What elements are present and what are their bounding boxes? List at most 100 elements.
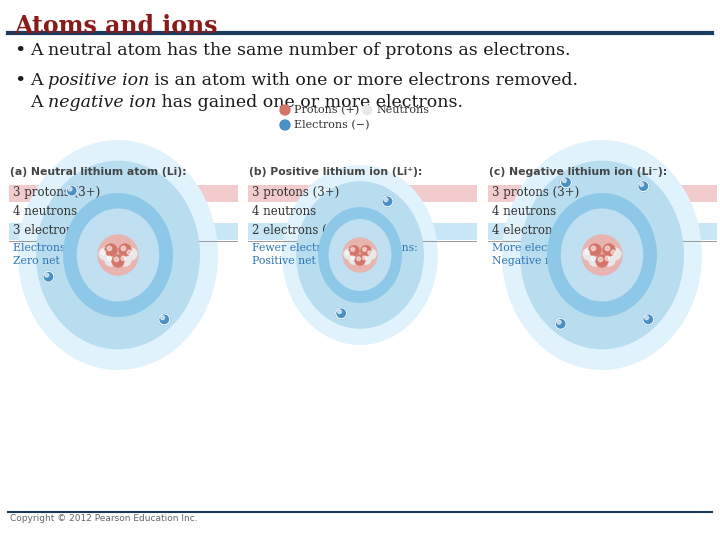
FancyBboxPatch shape	[9, 185, 238, 202]
Text: Atoms and ions: Atoms and ions	[14, 14, 217, 38]
Circle shape	[560, 177, 572, 188]
Circle shape	[121, 256, 126, 261]
Ellipse shape	[77, 208, 159, 301]
Text: 2 electrons (2−): 2 electrons (2−)	[252, 224, 348, 237]
Text: Copyright © 2012 Pearson Education Inc.: Copyright © 2012 Pearson Education Inc.	[10, 514, 197, 523]
Text: Fewer electrons than protons:: Fewer electrons than protons:	[252, 243, 418, 253]
Circle shape	[351, 247, 354, 251]
Circle shape	[598, 257, 603, 262]
Text: 4 electrons (4−): 4 electrons (4−)	[492, 224, 589, 237]
Ellipse shape	[36, 161, 200, 349]
Text: (a) Neutral lithium atom (Li):: (a) Neutral lithium atom (Li):	[10, 167, 186, 177]
Circle shape	[121, 246, 126, 251]
Ellipse shape	[328, 219, 392, 291]
Circle shape	[562, 179, 566, 183]
Circle shape	[366, 249, 377, 260]
Ellipse shape	[502, 140, 702, 370]
Ellipse shape	[318, 207, 402, 303]
Circle shape	[280, 105, 290, 115]
Circle shape	[336, 308, 347, 319]
Circle shape	[107, 256, 112, 261]
Text: Negative net charge: Negative net charge	[492, 256, 604, 266]
Circle shape	[107, 246, 112, 251]
Circle shape	[585, 250, 590, 255]
Ellipse shape	[561, 208, 643, 301]
FancyBboxPatch shape	[488, 223, 717, 240]
Circle shape	[557, 320, 561, 324]
Circle shape	[608, 248, 621, 260]
Text: 3 electrons (3−): 3 electrons (3−)	[13, 224, 110, 237]
Circle shape	[555, 318, 566, 329]
Text: 3 protons (3+): 3 protons (3+)	[492, 186, 580, 199]
Circle shape	[595, 254, 608, 267]
Circle shape	[127, 250, 132, 255]
Circle shape	[582, 235, 622, 275]
Text: (b) Positive lithium ion (Li⁺):: (b) Positive lithium ion (Li⁺):	[249, 167, 423, 177]
Circle shape	[363, 256, 366, 260]
Circle shape	[363, 247, 366, 251]
Text: •: •	[14, 42, 25, 60]
Circle shape	[346, 251, 349, 255]
Circle shape	[605, 256, 610, 261]
Circle shape	[343, 249, 354, 260]
Text: More electrons than protons:: More electrons than protons:	[492, 243, 653, 253]
Circle shape	[101, 250, 106, 255]
Text: Protons (+): Protons (+)	[294, 105, 359, 115]
Circle shape	[354, 255, 366, 266]
Circle shape	[159, 314, 170, 325]
Text: 4 neutrons: 4 neutrons	[492, 205, 556, 218]
Circle shape	[348, 245, 359, 256]
Text: positive ion: positive ion	[48, 72, 149, 89]
Ellipse shape	[282, 165, 438, 345]
FancyBboxPatch shape	[248, 185, 477, 202]
Circle shape	[125, 248, 138, 260]
Circle shape	[338, 309, 341, 314]
Text: Electrons (−): Electrons (−)	[294, 120, 369, 130]
Text: has gained one or more electrons.: has gained one or more electrons.	[156, 94, 464, 111]
Ellipse shape	[547, 193, 657, 317]
Text: 3 protons (3+): 3 protons (3+)	[13, 186, 100, 199]
Text: 4 neutrons: 4 neutrons	[252, 205, 316, 218]
Circle shape	[603, 244, 616, 256]
Circle shape	[361, 254, 372, 265]
Circle shape	[638, 181, 649, 192]
FancyBboxPatch shape	[248, 223, 477, 240]
Circle shape	[161, 316, 165, 320]
Circle shape	[68, 187, 72, 191]
Text: 4 neutrons: 4 neutrons	[13, 205, 77, 218]
Circle shape	[591, 246, 595, 251]
Circle shape	[611, 250, 616, 255]
Ellipse shape	[63, 193, 173, 317]
Text: •: •	[14, 72, 25, 90]
Text: Electrons equal protons:: Electrons equal protons:	[13, 243, 148, 253]
Circle shape	[591, 256, 595, 261]
Circle shape	[589, 244, 601, 256]
Circle shape	[43, 271, 54, 282]
Circle shape	[589, 254, 601, 266]
Text: negative ion: negative ion	[48, 94, 156, 111]
Ellipse shape	[296, 181, 424, 329]
Circle shape	[280, 120, 290, 130]
Text: is an atom with one or more electrons removed.: is an atom with one or more electrons re…	[149, 72, 578, 89]
Text: 3 protons (3+): 3 protons (3+)	[252, 186, 339, 199]
Circle shape	[605, 246, 610, 251]
Circle shape	[119, 244, 132, 256]
Circle shape	[351, 256, 354, 260]
Circle shape	[343, 238, 377, 272]
Text: Zero net charge: Zero net charge	[13, 256, 101, 266]
Circle shape	[643, 314, 654, 325]
Circle shape	[104, 254, 117, 266]
Circle shape	[603, 254, 616, 266]
FancyBboxPatch shape	[488, 185, 717, 202]
Circle shape	[361, 245, 372, 256]
Text: Positive net charge: Positive net charge	[252, 256, 357, 266]
Circle shape	[384, 198, 388, 201]
Circle shape	[45, 273, 49, 277]
Text: A: A	[30, 72, 48, 89]
Circle shape	[582, 248, 595, 260]
Circle shape	[644, 316, 649, 320]
Circle shape	[640, 183, 644, 186]
Ellipse shape	[520, 161, 684, 349]
Circle shape	[104, 244, 117, 256]
Text: Neutrons: Neutrons	[376, 105, 429, 115]
